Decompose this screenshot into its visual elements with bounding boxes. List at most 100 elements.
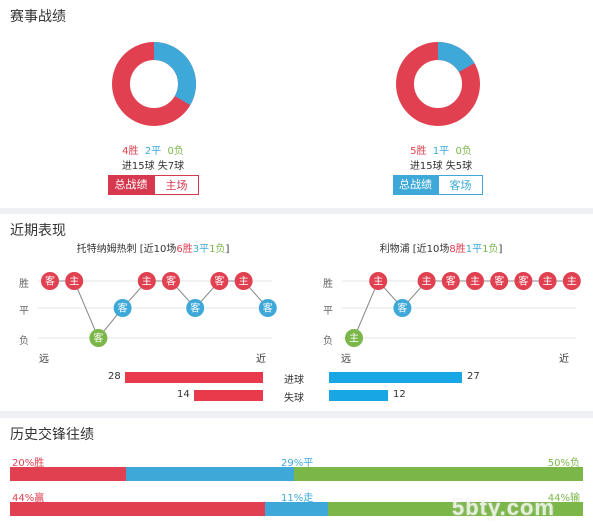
right-match-venue: 客	[397, 302, 407, 315]
left-match-dot	[41, 272, 59, 290]
left-match-dot	[210, 272, 229, 290]
right-goals-value: 27	[467, 371, 480, 382]
left-match-venue: 主	[239, 276, 249, 288]
left-match-venue: 客	[118, 302, 128, 315]
right-goals-scored: 进15球	[409, 161, 443, 172]
right-match-dot	[393, 299, 412, 317]
left-match-point[interactable]: 客	[258, 299, 277, 317]
right-match-venue: 客	[518, 275, 528, 288]
right-conceded-value: 12	[393, 389, 406, 400]
recent-title: 近期表现	[10, 223, 66, 239]
h2h-row2-draw-bar	[264, 502, 329, 516]
right-match-dot	[369, 272, 388, 290]
left-conceded-value: 14	[177, 389, 190, 400]
left-match-point[interactable]: 客	[186, 299, 205, 317]
watermark: 5bty.com	[452, 495, 555, 520]
right-match-dot	[441, 272, 460, 290]
right-match-point[interactable]: 主	[369, 272, 388, 290]
left-match-venue: 主	[142, 276, 152, 288]
left-match-dot	[186, 299, 205, 317]
left-match-point[interactable]: 主	[234, 272, 253, 290]
left-match-point[interactable]: 客	[113, 299, 132, 317]
right-loss-count: 0负	[455, 146, 472, 157]
right-match-point[interactable]: 客	[393, 299, 412, 317]
left-donut-draw-arc	[112, 42, 196, 126]
left-match-dot	[162, 272, 180, 290]
right-match-point[interactable]: 客	[441, 272, 460, 290]
left-form-chart: 客主客客主 客客客 主客	[38, 272, 277, 347]
h2h-row1-draw-bar	[125, 467, 294, 481]
h2h-row1-draw-label: 29%平	[281, 458, 314, 469]
right-match-point[interactable]: 客	[514, 272, 533, 290]
left-header-close: ]	[225, 244, 230, 255]
h2h-row2-loss-label: 44%输	[547, 493, 580, 504]
right-win-count: 5胜	[410, 146, 427, 157]
right-match-point[interactable]: 主	[345, 329, 363, 347]
left-tab-overall[interactable]: 总战绩	[108, 175, 154, 195]
right-match-point[interactable]: 主	[466, 272, 484, 290]
right-match-point[interactable]: 主	[417, 272, 436, 290]
left-match-point[interactable]: 主	[137, 272, 156, 290]
right-header-win: 8胜	[449, 244, 466, 255]
h2h-row2-win-bar	[10, 502, 265, 516]
right-tab-overall[interactable]: 总战绩	[393, 175, 438, 195]
right-match-dot	[562, 272, 581, 290]
right-match-dot	[490, 272, 509, 290]
right-match-dot	[417, 272, 436, 290]
left-goals-bar	[125, 372, 263, 383]
right-match-point[interactable]: 主	[562, 272, 581, 290]
h2h-row2-draw-label: 11%走	[281, 493, 314, 504]
right-match-venue: 主	[373, 276, 383, 288]
right-conceded-bar	[329, 390, 389, 401]
conceded-label: 失球	[284, 393, 304, 404]
left-form-header: 托特纳姆热刺 [近10场6胜3平1负]	[0, 240, 306, 255]
left-loss-count: 0负	[167, 146, 184, 157]
right-match-venue: 主	[543, 276, 553, 288]
left-match-dot	[258, 299, 277, 317]
left-tab-home[interactable]: 主场	[154, 175, 199, 195]
right-match-dot	[345, 329, 363, 347]
h2h-panel: 历史交锋往绩 20%胜 29%平 50%负 44%赢 11%走 44%输 5bt…	[0, 418, 593, 525]
right-donut-draw-arc	[396, 42, 480, 126]
right-header-draw: 1平	[465, 244, 483, 255]
record-panel: 赛事战绩 4胜 2平 0负 进15球 失7球 总战绩 主场 5胜 1平 0负 进…	[0, 0, 593, 208]
left-match-venue: 客	[190, 302, 200, 315]
left-match-point[interactable]: 客	[41, 272, 59, 290]
left-header-loss: 1负	[209, 244, 226, 255]
left-match-dot	[137, 272, 156, 290]
left-match-point[interactable]: 客	[89, 329, 108, 347]
right-match-venue: 主	[567, 276, 577, 288]
right-header-loss: 1负	[482, 244, 499, 255]
right-match-dot	[514, 272, 533, 290]
right-record-summary: 5胜 1平 0负	[288, 142, 593, 157]
left-goal-summary: 进15球 失7球	[0, 157, 306, 172]
left-match-venue: 客	[166, 275, 176, 288]
right-match-venue: 主	[470, 276, 480, 288]
right-y-label-draw: 平	[323, 306, 333, 317]
right-far-label: 远	[341, 354, 351, 365]
h2h-row1-win-label: 20%胜	[12, 458, 45, 469]
left-match-point[interactable]: 客	[162, 272, 180, 290]
right-match-venue: 客	[494, 275, 504, 288]
record-title: 赛事战绩	[10, 9, 66, 25]
right-form-line	[353, 280, 572, 339]
right-tab-away[interactable]: 客场	[438, 175, 483, 195]
right-goal-summary: 进15球 失5球	[288, 157, 593, 172]
left-near-label: 近	[256, 354, 266, 365]
left-match-venue: 客	[93, 332, 103, 345]
left-match-point[interactable]: 主	[65, 272, 84, 290]
right-match-venue: 主	[349, 333, 359, 345]
right-match-point[interactable]: 客	[490, 272, 509, 290]
right-header-close: ]	[498, 244, 503, 255]
left-match-venue: 客	[263, 302, 273, 315]
left-header-win: 6胜	[176, 244, 193, 255]
recent-panel: 近期表现 托特纳姆热刺 [近10场6胜3平1负] 利物浦 [近10场8胜1平1负…	[0, 214, 593, 411]
right-record-donut	[396, 42, 480, 126]
right-y-label-loss: 负	[323, 336, 333, 347]
left-record-summary: 4胜 2平 0负	[0, 142, 306, 157]
left-match-point[interactable]: 客	[210, 272, 229, 290]
right-match-point[interactable]: 主	[538, 272, 557, 290]
right-goals-bar	[329, 372, 463, 383]
left-far-label: 远	[39, 354, 49, 365]
right-match-dot	[466, 272, 484, 290]
